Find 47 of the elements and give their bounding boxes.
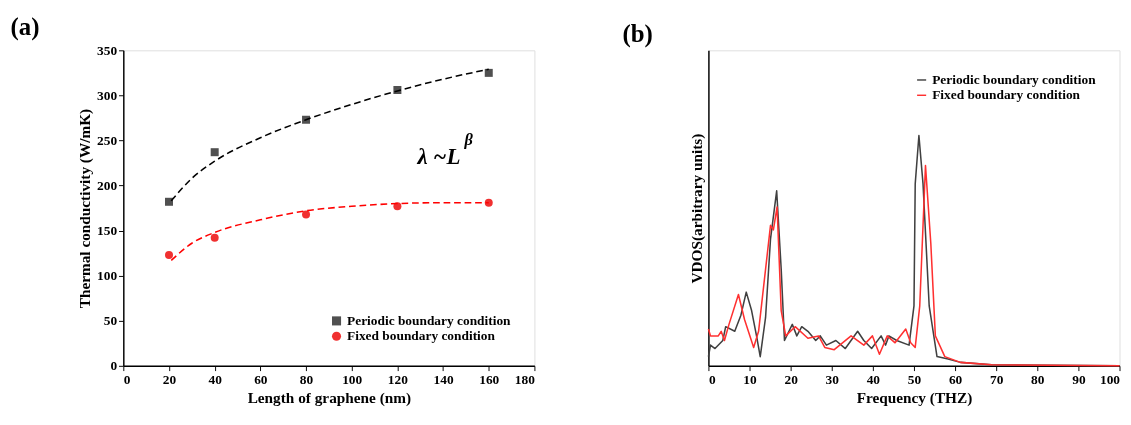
x-axis-title: Frequency (THZ)	[856, 388, 973, 407]
y-tick-label: 100	[97, 268, 118, 283]
x-tick-label: 40	[866, 371, 881, 387]
x-tick-label: 0	[123, 371, 131, 387]
x-tick-label: 20	[784, 371, 799, 387]
x-tick-label: 80	[299, 371, 314, 387]
point	[210, 233, 219, 242]
x-tick-label: 70	[989, 371, 1004, 387]
point	[165, 197, 174, 206]
x-axis-title: Length of graphene (nm)	[247, 388, 412, 407]
y-axis-title: VDOS(arbitrary units)	[688, 133, 707, 284]
y-tick-label: 350	[97, 42, 118, 58]
x-tick-label: 60	[254, 371, 268, 387]
x-tick-label: 100	[342, 371, 363, 387]
y-tick-label: 0	[110, 358, 118, 374]
x-tick-label: 100	[1099, 371, 1121, 387]
point	[484, 68, 493, 77]
x-tick-label: 180	[514, 371, 536, 387]
legend-label: Fixed boundary condition	[932, 87, 1081, 103]
y-tick-label: 200	[97, 177, 118, 193]
legend-label: Fixed boundary condition	[347, 328, 496, 344]
x-tick-label: 60	[948, 371, 963, 387]
point	[302, 210, 311, 219]
point	[210, 148, 219, 157]
annotation: λ ~Lβ	[416, 130, 474, 169]
y-tick-label: 300	[97, 87, 118, 103]
y-tick-label: 50	[103, 313, 118, 329]
legend-label: Periodic boundary condition	[347, 312, 512, 328]
y-tick-label: 150	[97, 222, 118, 238]
x-tick-label: 10	[743, 371, 758, 387]
x-tick-label: 0	[708, 371, 716, 387]
x-tick-label: 40	[208, 371, 223, 387]
point	[484, 198, 493, 207]
chart-title: (a)	[10, 13, 40, 42]
x-tick-label: 20	[162, 371, 177, 387]
x-tick-label: 160	[479, 371, 500, 387]
y-tick-label: 250	[97, 132, 118, 148]
point	[165, 250, 174, 259]
chart-title: (b)	[622, 19, 653, 48]
legend-label: Periodic boundary condition	[932, 71, 1097, 87]
x-tick-label: 30	[825, 371, 840, 387]
y-axis-title: Thermal conductivity (W/mK)	[76, 108, 95, 309]
x-tick-label: 140	[433, 371, 454, 387]
x-tick-label: 90	[1072, 371, 1086, 387]
x-tick-label: 120	[387, 371, 409, 387]
x-tick-label: 50	[907, 371, 922, 387]
x-tick-label: 80	[1031, 371, 1045, 387]
